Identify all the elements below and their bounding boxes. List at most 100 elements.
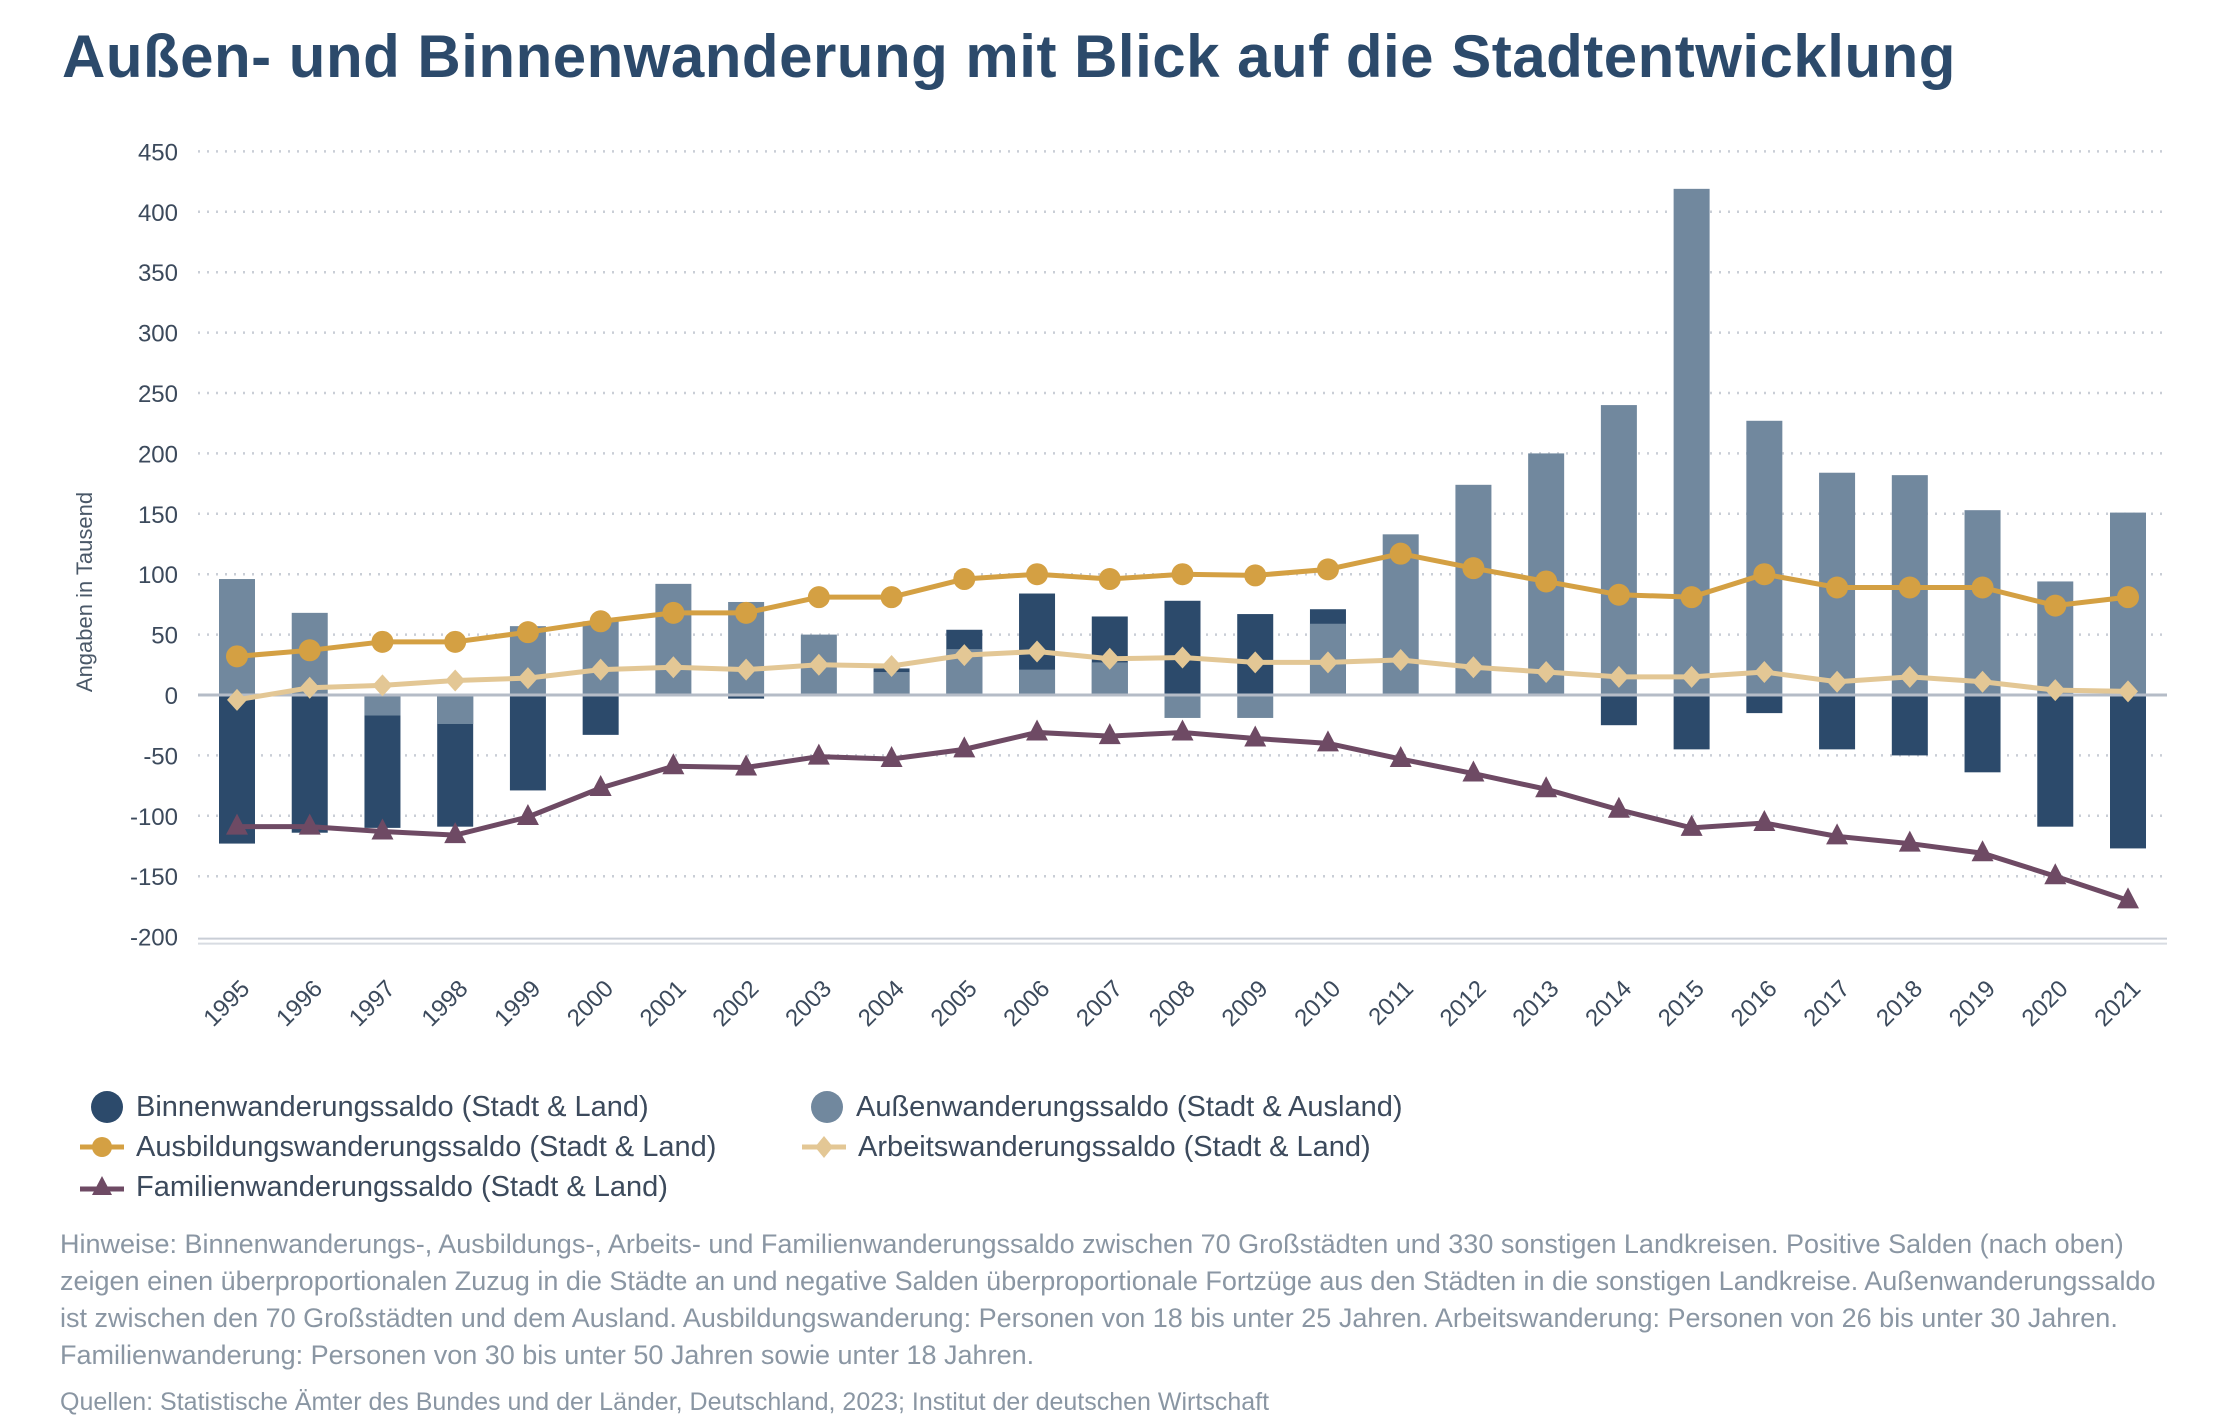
ausbildungswanderungs-point (444, 630, 467, 653)
y-tick-label: -200 (130, 925, 178, 952)
y-tick-label: 450 (138, 139, 178, 166)
chart-title: Außen- und Binnenwanderung mit Blick auf… (62, 23, 1956, 90)
binnen-bar (1746, 695, 1783, 714)
line-triangle-marker-icon (80, 1176, 124, 1195)
legend-label: Arbeitswanderungssaldo (Stadt & Land) (858, 1130, 1371, 1163)
binnen-bar (1673, 695, 1710, 750)
x-tick-label: 1996 (271, 975, 328, 1032)
x-tick-label: 1997 (344, 975, 401, 1032)
aussen-bar (1673, 188, 1710, 695)
arbeitswanderungs-point (808, 653, 829, 676)
ausbildungswanderungs-point (1607, 583, 1630, 606)
x-tick-label: 2006 (998, 975, 1055, 1032)
ausbildungswanderungs-point (1462, 557, 1485, 580)
x-tick-label: 2020 (2017, 975, 2074, 1032)
binnen-bar (728, 695, 765, 699)
y-tick-label: -150 (130, 864, 178, 891)
ausbildungswanderungs-point (298, 639, 321, 662)
y-tick-label: 150 (138, 502, 178, 529)
arbeitswanderungs-point (590, 658, 611, 681)
binnen-bar (2110, 695, 2146, 849)
familienwanderungs-point (1171, 719, 1194, 741)
aussen-bar (1164, 695, 1201, 718)
arbeitswanderungs-point (2045, 679, 2066, 702)
arbeitswanderungs-point (299, 676, 320, 699)
aussen-bar (364, 695, 401, 716)
y-axis-label: Angaben in Tausend (72, 492, 97, 692)
familienwanderungs-point (953, 736, 976, 758)
arbeitswanderungs-point (1317, 651, 1338, 674)
x-tick-label: 2011 (1363, 975, 1419, 1031)
ausbildungswanderungs-point (1098, 568, 1121, 591)
aussen-bar (582, 621, 619, 695)
familienwanderungs-point (735, 754, 758, 776)
ausbildungswanderungs-point (2117, 586, 2139, 609)
arbeitswanderungs-point (1681, 665, 1702, 688)
familienwanderungs-point (516, 804, 539, 826)
ausbildungswanderungs-point (1389, 542, 1412, 565)
familienwanderungs-point (1535, 776, 1558, 798)
arbeitswanderungs-point (1536, 661, 1557, 684)
legend-item-aussen: Außenwanderungssaldo (Stadt & Ausland) (808, 1088, 1403, 1126)
binnen-bar (1600, 695, 1637, 726)
ausbildungswanderungs-point (589, 610, 612, 633)
familienwanderungs-point (807, 743, 830, 765)
y-tick-label: 100 (138, 562, 178, 589)
binnen-bar (1964, 695, 2001, 773)
ausbildungswanderungs-point (1680, 586, 1703, 609)
y-tick-label: 50 (151, 623, 178, 650)
arbeitswanderungs-point (954, 644, 975, 667)
legend-label: Familienwanderungssaldo (Stadt & Land) (136, 1170, 668, 1203)
x-tick-label: 1999 (489, 975, 546, 1032)
familienwanderungs-point (1826, 823, 1849, 845)
notes: Hinweise: Binnenwanderungs-, Ausbildungs… (60, 1229, 2156, 1370)
aussen-bar (1237, 695, 1274, 718)
x-tick-label: 2016 (1726, 975, 1783, 1032)
x-tick-label: 2021 (2089, 975, 2146, 1032)
familienwanderungs-point (1389, 746, 1412, 768)
x-tick-label: 2008 (1144, 975, 1201, 1032)
ausbildungswanderungs-point (226, 645, 248, 668)
circle-marker-icon (91, 1091, 123, 1123)
binnen-bar (364, 695, 401, 828)
aussen-bar (1964, 510, 2001, 695)
chart: 450 400 350 300 250 200 150 100 50 0 -50 -100 -150 -2… (72, 139, 2167, 1032)
y-tick-label: 200 (138, 441, 178, 468)
circle-marker-icon (811, 1091, 843, 1123)
ausbildungswanderungs-point (807, 586, 830, 609)
legend-item-binnen: Binnenwanderungssaldo (Stadt & Land) (88, 1088, 649, 1126)
x-tick-label: 2013 (1508, 975, 1565, 1032)
gridlines (198, 150, 2167, 945)
line-diamond-marker-icon (802, 1136, 846, 1158)
binnen-bar (509, 695, 546, 791)
arbeitswanderungs-point (736, 658, 757, 681)
ausbildungswanderungs-point (1316, 558, 1339, 581)
binnen-bar (1891, 695, 1928, 756)
arbeitswanderungs-point (1027, 640, 1048, 663)
y-tick-label: 350 (138, 260, 178, 287)
y-axis-ticks: 450 400 350 300 250 200 150 100 50 0 -50 -100 -150 -2… (130, 139, 178, 951)
aussen-bar (1019, 669, 1056, 695)
binnen-bar (2037, 695, 2074, 827)
binnen-bar (1819, 695, 1856, 750)
ausbildungswanderungs-point (735, 601, 758, 624)
x-tick-label: 2010 (1289, 975, 1346, 1032)
x-tick-label: 2015 (1653, 975, 1710, 1032)
familienwanderungs-point (1971, 840, 1994, 862)
ausbildungswanderungs-point (2044, 594, 2067, 617)
x-tick-label: 2012 (1435, 975, 1492, 1032)
arbeitswanderungs-point (881, 655, 902, 678)
arbeitswanderungs-point (227, 688, 247, 711)
arbeitswanderungs-point (1463, 656, 1484, 679)
legend-label: Außenwanderungssaldo (Stadt & Ausland) (856, 1090, 1403, 1123)
familienwanderungs-point (1316, 730, 1339, 752)
familienwanderungs-point (371, 818, 394, 840)
familienwanderungs-point (1026, 719, 1049, 741)
ausbildungswanderungs-point (662, 601, 685, 624)
arbeitswanderungs-point (663, 656, 684, 679)
arbeitswanderungs-point (1099, 647, 1120, 670)
ausbildungswanderungs-point (1244, 564, 1267, 587)
y-tick-label: 0 (165, 683, 178, 710)
familienwanderungs-point (2044, 863, 2067, 885)
familienwanderungs-point (1680, 814, 1703, 836)
